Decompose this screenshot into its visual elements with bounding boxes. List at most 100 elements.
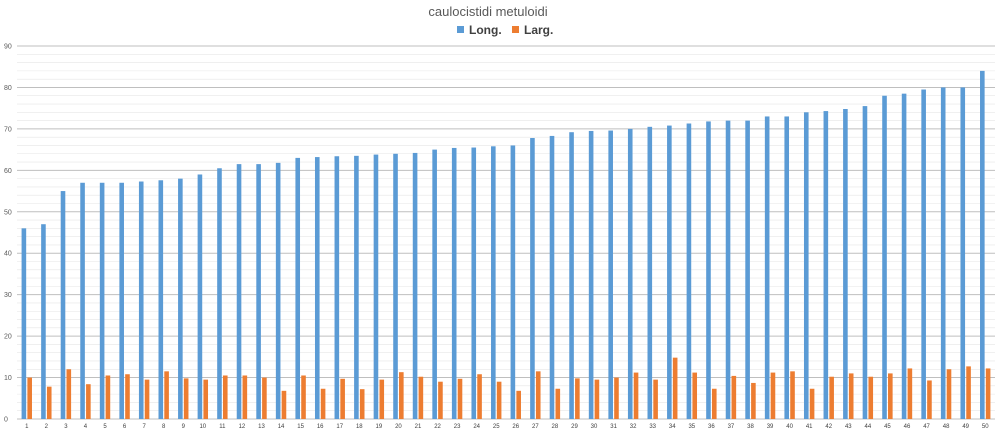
bar-long-12 — [236, 164, 242, 419]
bar-larg-30 — [594, 379, 600, 419]
bar-long-36 — [706, 121, 711, 420]
bars — [21, 70, 991, 420]
bar-larg-2 — [46, 386, 52, 419]
bar-larg-36 — [711, 388, 717, 419]
bar-long-1 — [21, 228, 27, 419]
x-tick-label: 2 — [45, 424, 49, 430]
bar-long-13 — [256, 164, 261, 419]
x-tick-label: 32 — [630, 424, 637, 430]
bar-long-41 — [803, 112, 809, 419]
gridlines — [17, 45, 995, 420]
bar-long-9 — [178, 178, 183, 419]
y-tick-label: 60 — [4, 168, 12, 175]
bar-long-7 — [138, 181, 144, 419]
bar-long-26 — [510, 145, 516, 419]
bar-larg-42 — [829, 376, 834, 419]
y-tick-label: 80 — [4, 85, 12, 92]
x-tick-label: 3 — [64, 424, 68, 430]
bar-larg-17 — [340, 378, 345, 419]
bar-long-39 — [764, 116, 770, 420]
bar-larg-43 — [848, 373, 854, 419]
bar-larg-27 — [535, 371, 541, 419]
x-tick-label: 38 — [747, 424, 754, 430]
x-tick-label: 5 — [103, 424, 107, 430]
legend: Long. Larg. — [457, 23, 553, 37]
y-tick-label: 30 — [4, 292, 12, 299]
x-tick-label: 48 — [943, 424, 950, 430]
y-tick-label: 70 — [4, 126, 12, 133]
bar-long-34 — [667, 125, 672, 419]
x-tick-label: 33 — [649, 424, 656, 430]
x-tick-label: 17 — [336, 424, 343, 430]
bar-long-37 — [725, 120, 731, 419]
x-tick-label: 14 — [278, 424, 285, 430]
bar-larg-31 — [614, 377, 619, 419]
x-tick-label: 40 — [786, 424, 793, 430]
x-tick-label: 27 — [532, 424, 539, 430]
x-tick-label: 28 — [552, 424, 559, 430]
x-tick-label: 42 — [825, 424, 832, 430]
x-tick-label: 46 — [904, 424, 911, 430]
bar-larg-7 — [144, 379, 150, 419]
bar-larg-48 — [946, 369, 952, 419]
x-tick-label: 22 — [434, 424, 441, 430]
x-tick-label: 39 — [767, 424, 774, 430]
bar-long-20 — [393, 153, 398, 419]
bar-long-27 — [530, 138, 535, 419]
bar-larg-22 — [438, 381, 443, 419]
bar-long-23 — [451, 147, 457, 419]
bar-long-22 — [432, 149, 437, 420]
bar-long-21 — [412, 152, 418, 419]
bar-larg-29 — [575, 378, 580, 419]
bar-larg-10 — [203, 379, 209, 419]
bar-long-17 — [334, 156, 340, 420]
bar-long-47 — [921, 89, 926, 420]
bar-larg-3 — [66, 369, 72, 419]
bar-larg-35 — [692, 372, 698, 419]
bar-larg-21 — [418, 376, 424, 419]
bar-larg-38 — [751, 382, 756, 419]
bar-long-4 — [80, 182, 85, 419]
x-tick-label: 47 — [923, 424, 930, 430]
x-tick-label: 50 — [982, 424, 989, 430]
bar-larg-24 — [477, 374, 482, 419]
bar-long-10 — [197, 174, 203, 419]
bar-larg-28 — [555, 388, 561, 419]
bar-long-24 — [471, 147, 477, 420]
bar-long-45 — [882, 95, 887, 419]
x-tick-label: 25 — [493, 424, 500, 430]
bar-long-31 — [608, 130, 613, 420]
bar-long-2 — [41, 224, 46, 419]
bar-larg-34 — [672, 357, 678, 419]
bar-long-16 — [314, 157, 320, 419]
x-tick-label: 44 — [865, 424, 872, 430]
bar-larg-46 — [907, 368, 913, 419]
bar-long-18 — [354, 155, 359, 419]
x-tick-label: 6 — [123, 424, 127, 430]
bar-larg-11 — [222, 375, 228, 419]
bar-long-40 — [784, 116, 790, 420]
bar-larg-8 — [164, 371, 169, 419]
bar-larg-1 — [27, 377, 32, 419]
bar-long-46 — [901, 93, 907, 419]
x-tick-label: 24 — [473, 424, 480, 430]
x-axis-tick-labels: 1 2 3 4 5 6 7 8 9 10 11 12 13 14 15 16 17 18 19 20 21 22 23 24 2… — [25, 424, 989, 430]
x-tick-label: 9 — [182, 424, 186, 430]
bar-larg-4 — [86, 384, 91, 419]
x-tick-label: 26 — [512, 424, 519, 430]
legend-swatch-long — [457, 26, 464, 33]
legend-swatch-larg — [512, 26, 519, 33]
bar-larg-47 — [927, 380, 932, 419]
x-tick-label: 16 — [317, 424, 324, 430]
bar-larg-6 — [125, 374, 130, 419]
x-tick-label: 21 — [415, 424, 422, 430]
bar-larg-15 — [301, 375, 306, 419]
bar-larg-16 — [320, 388, 326, 419]
bar-long-49 — [960, 87, 966, 419]
x-tick-label: 45 — [884, 424, 891, 430]
x-tick-label: 29 — [571, 424, 578, 430]
y-tick-label: 90 — [4, 44, 12, 51]
bar-larg-32 — [633, 372, 639, 419]
bar-long-8 — [158, 180, 164, 419]
bar-long-5 — [99, 182, 105, 419]
